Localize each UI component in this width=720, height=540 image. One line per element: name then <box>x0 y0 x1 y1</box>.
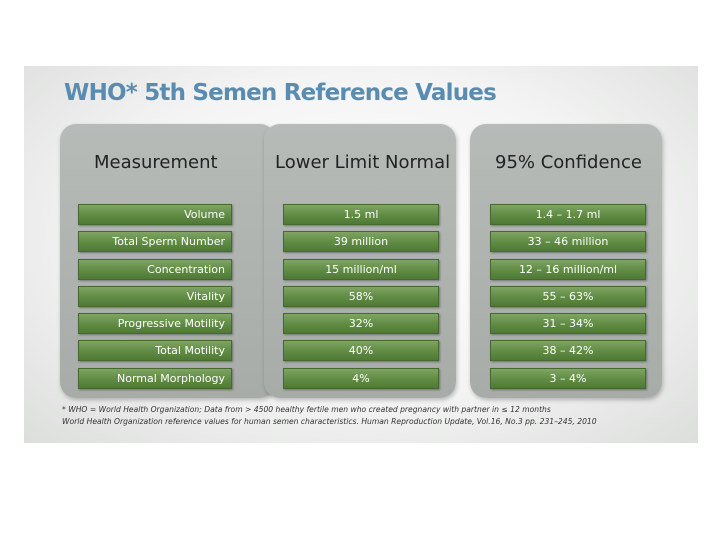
measurement-cell: Normal Morphology <box>78 367 232 389</box>
measurement-cell: Volume <box>78 204 232 225</box>
confidence-cell: 55 – 63% <box>490 285 646 307</box>
confidence-header: 95% Confidence <box>495 152 642 173</box>
confidence-cell: 1.4 – 1.7 ml <box>490 204 646 225</box>
lower-limit-cell: 1.5 ml <box>283 204 439 225</box>
lower-limit-cell: 15 million/ml <box>283 258 439 280</box>
confidence-cell: 31 – 34% <box>490 313 646 335</box>
measurement-cell: Progressive Motility <box>78 313 232 335</box>
slide-title: WHO* 5th Semen Reference Values <box>64 80 497 106</box>
lower-limit-cell: 32% <box>283 313 439 335</box>
confidence-cell: 33 – 46 million <box>490 231 646 253</box>
lower-limit-cell: 58% <box>283 285 439 307</box>
slide: WHO* 5th Semen Reference Values Measurem… <box>24 66 698 443</box>
measurement-cell: Total Sperm Number <box>78 231 232 253</box>
lower-limit-column: 1.5 ml 39 million 15 million/ml 58% 32% … <box>283 204 439 395</box>
lower-limit-cell: 40% <box>283 340 439 362</box>
measurement-cell: Total Motility <box>78 340 232 362</box>
footnote: * WHO = World Health Organization; Data … <box>62 404 597 428</box>
measurement-column: Volume Total Sperm Number Concentration … <box>78 204 232 395</box>
confidence-cell: 3 – 4% <box>490 367 646 389</box>
lower-limit-header: Lower Limit Normal <box>275 152 451 173</box>
lower-limit-cell: 39 million <box>283 231 439 253</box>
confidence-cell: 38 – 42% <box>490 340 646 362</box>
measurement-cell: Vitality <box>78 285 232 307</box>
confidence-cell: 12 – 16 million/ml <box>490 258 646 280</box>
lower-limit-cell: 4% <box>283 367 439 389</box>
footnote-line-1: * WHO = World Health Organization; Data … <box>62 405 551 414</box>
confidence-column: 1.4 – 1.7 ml 33 – 46 million 12 – 16 mil… <box>490 204 646 395</box>
footnote-line-2: World Health Organization reference valu… <box>62 417 597 426</box>
measurement-cell: Concentration <box>78 258 232 280</box>
measurement-header: Measurement <box>94 152 218 173</box>
